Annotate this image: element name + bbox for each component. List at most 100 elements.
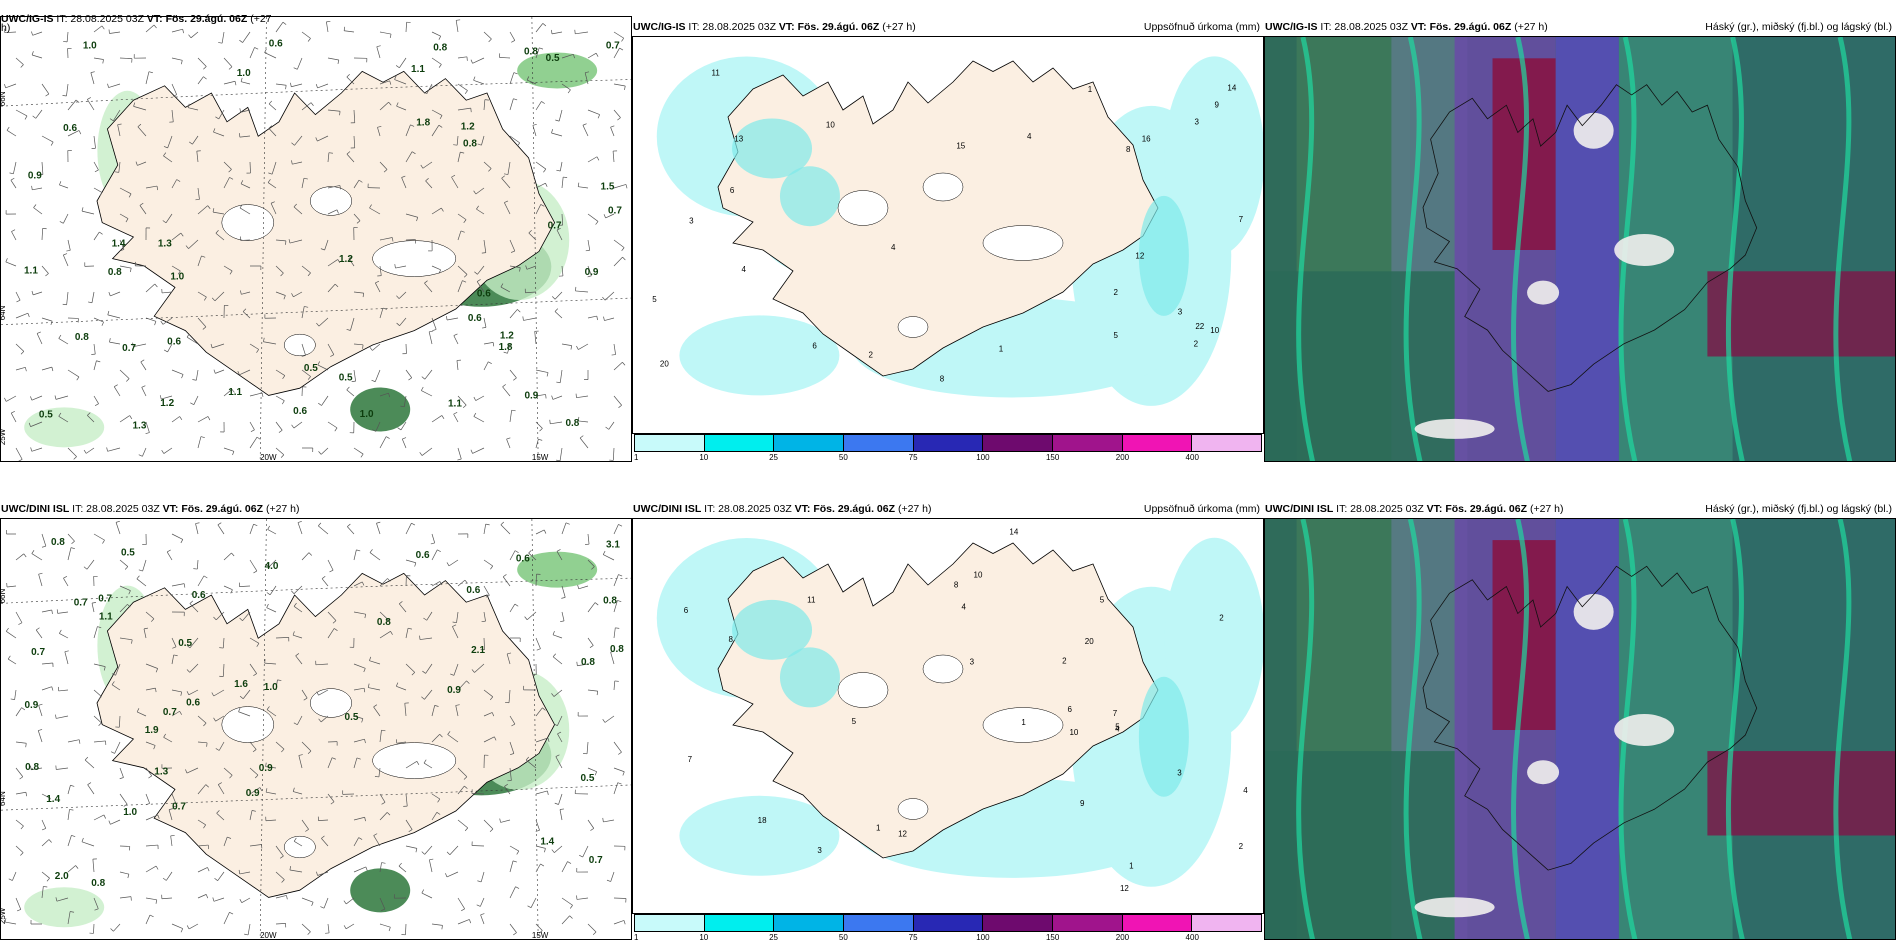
glacier [982,707,1064,743]
wind-barb-flag [547,790,549,795]
wind-barb [323,897,329,909]
wind-barb-flag [51,686,54,691]
wind-barb-flag [31,31,33,36]
wind-barb-flag [231,552,235,557]
legend-swatch [1122,435,1193,451]
wind-barb-flag [364,739,366,744]
wind-barb [117,124,121,137]
wind-barb [145,71,150,85]
wind-barb [431,812,438,821]
wind-barb-flag [173,654,178,657]
wind-barb [369,660,381,665]
wind-barb-flag [177,270,181,275]
precip-value: 5 [1114,331,1119,340]
wind-barb-flag [281,748,285,753]
wind-barb-flag [377,125,382,128]
wind-barb [613,767,625,773]
wind-barb-flag [408,829,413,832]
wind-barb [373,706,381,717]
wind-value: 0.6 [468,313,482,324]
wind-barb-flag [617,782,622,785]
wind-barb [145,741,156,746]
wind-barb [223,389,233,397]
wind-barb-flag [183,583,186,588]
legend-swatch [704,915,775,931]
wind-value: 0.9 [447,685,461,696]
wind-barb [559,161,563,172]
wind-barb-flag [186,691,190,695]
wind-barb-flag [291,160,293,165]
wind-value: 1.1 [411,64,425,75]
wind-barb-flag [58,334,62,339]
wind-barb-flag [58,412,62,417]
wind-barb-flag [28,422,31,427]
wind-barb-flag [110,928,114,932]
wind-barb-flag [347,523,351,527]
wind-barb-flag [396,295,400,299]
wind-barb [604,317,615,321]
wind-value: 1.3 [158,238,172,249]
wind-barb-flag [513,98,518,101]
wind-value: 0.6 [269,39,283,50]
wind-barb-flag [602,718,606,723]
wind-barb-flag [62,94,67,97]
wind-barb [145,687,156,691]
wind-barb [115,522,121,535]
wind-barb [275,637,289,639]
wind-barb-flag [293,67,298,70]
wind-barb-flag [603,316,605,321]
wind-barb [91,291,95,303]
wind-barb [223,552,232,561]
cloud-layer-area [1707,751,1895,836]
wind-barb [142,447,147,457]
wind-barb [31,553,43,561]
wind-barb-flag [383,169,388,173]
wind-barb-flag [201,255,206,258]
wind-barb [613,343,616,355]
wind-barb [396,741,407,744]
wind-barb [240,109,251,113]
wind-barb-flag [555,754,560,757]
wind-barb [379,31,392,35]
wind-barb-flag [596,156,600,161]
wind-barb-flag [372,429,377,432]
wind-barb [327,57,339,61]
legend-swatch [1192,915,1262,931]
wind-barb-flag [43,886,48,888]
wind-barb [318,317,329,327]
wind-barb [379,630,391,639]
wind-barb-flag [303,697,308,701]
wind-barb [265,766,277,769]
wind-value: 0.8 [25,762,39,773]
wind-barb-flag [265,563,270,568]
precip-area-heavy [732,118,813,179]
wind-barb-flag [8,878,13,881]
wind-barb [7,658,17,665]
wind-barb-flag [215,230,219,234]
wind-barb [197,317,207,328]
wind-barb [301,102,312,111]
wind-barb [93,343,96,355]
wind-barb [535,369,549,373]
wind-barb [426,611,433,621]
legend-swatch [1053,915,1123,931]
wind-value: 0.5 [178,638,192,649]
wind-barb [41,228,43,241]
wind-barb-flag [186,669,191,673]
wind-barb-flag [148,71,153,74]
wind-barb [394,79,407,85]
wind-barb [266,791,277,795]
wind-barb [215,369,225,374]
cloud-high-patch [1614,714,1675,746]
wind-barb-flag [110,751,115,754]
wind-barb [249,810,253,821]
wind-barb-flag [30,447,33,452]
precip-value: 5 [1100,596,1105,605]
wind-barb [15,312,29,319]
wind-barb [327,923,330,934]
wind-barb [67,739,80,743]
wind-barb [379,161,388,170]
wind-barb [5,83,17,89]
wind-barb [613,31,624,39]
